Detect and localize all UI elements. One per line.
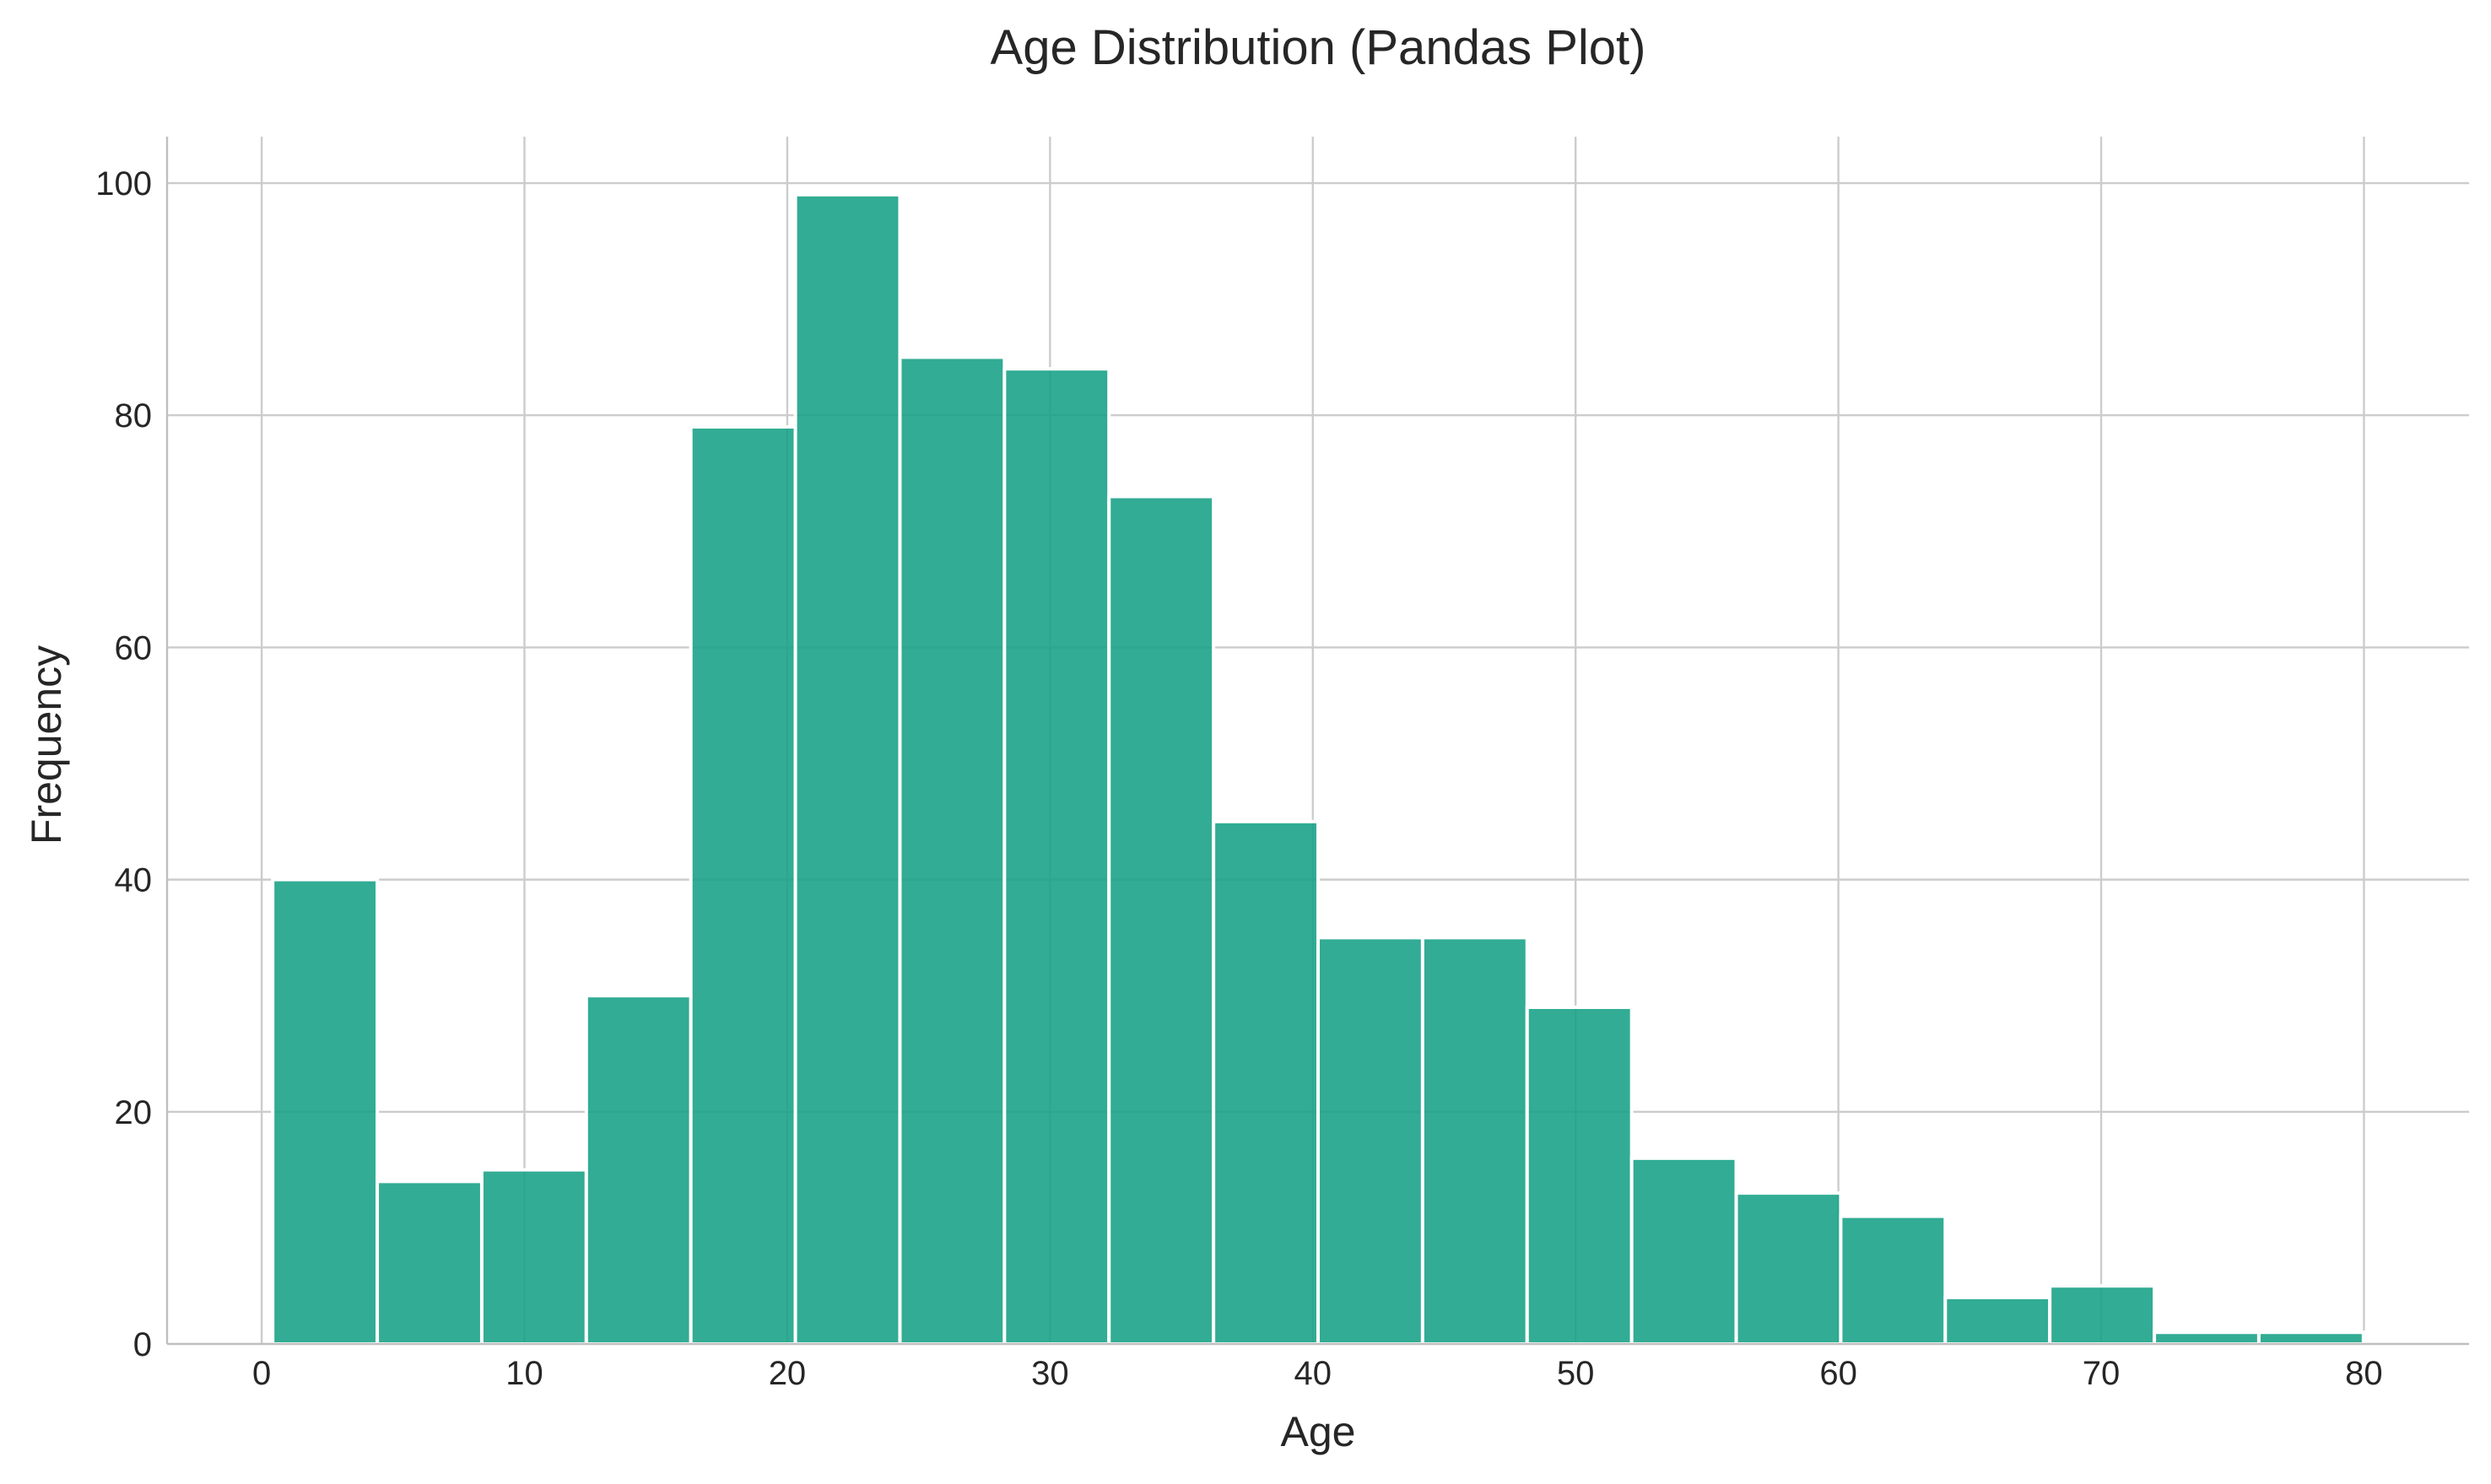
histogram-bar	[584, 994, 693, 1346]
histogram-bar	[1839, 1214, 1948, 1346]
ticks-layer: 0 10 20 30 40 50 60 70 80 0 20 40 60 80 100	[95, 165, 2382, 1392]
histogram-bar	[1943, 1295, 2052, 1346]
histogram-bar	[793, 192, 902, 1346]
x-tick-label: 80	[2345, 1355, 2383, 1392]
histogram-bar	[1002, 367, 1111, 1346]
x-tick-label: 10	[505, 1355, 543, 1392]
grid-layer	[167, 137, 2469, 1344]
histogram-bar	[689, 424, 797, 1346]
y-tick-label: 0	[133, 1326, 152, 1363]
x-tick-label: 20	[769, 1355, 807, 1392]
x-tick-label: 70	[2083, 1355, 2121, 1392]
histogram-bar	[898, 355, 1007, 1346]
histogram-bar	[1316, 936, 1424, 1346]
histogram-bar	[1525, 1005, 1634, 1346]
y-tick-label: 100	[95, 165, 152, 202]
y-tick-label: 40	[115, 862, 153, 899]
x-tick-label: 60	[1819, 1355, 1857, 1392]
histogram-bar	[2153, 1330, 2261, 1346]
histogram-bar	[479, 1168, 588, 1346]
histogram-bar	[1629, 1156, 1738, 1346]
bars-layer	[271, 192, 2365, 1346]
histogram-bar	[1212, 819, 1320, 1346]
y-tick-label: 60	[115, 629, 153, 666]
histogram-bar	[1734, 1191, 1843, 1346]
y-tick-label: 80	[115, 397, 153, 434]
chart-title: Age Distribution (Pandas Plot)	[991, 20, 1646, 75]
y-tick-label: 20	[115, 1094, 153, 1131]
histogram-bar	[1420, 936, 1529, 1346]
x-axis-label: Age	[1281, 1408, 1356, 1455]
x-tick-label: 40	[1294, 1355, 1332, 1392]
histogram-bar	[1107, 494, 1216, 1346]
histogram-bar	[271, 877, 380, 1346]
y-axis-label: Frequency	[23, 645, 70, 845]
histogram-bar	[2256, 1330, 2365, 1346]
histogram-bar	[2048, 1284, 2157, 1346]
x-tick-label: 0	[252, 1355, 271, 1392]
x-tick-label: 30	[1031, 1355, 1069, 1392]
x-tick-label: 50	[1557, 1355, 1595, 1392]
histogram-bar	[376, 1179, 484, 1346]
axes-layer	[165, 137, 2469, 1346]
